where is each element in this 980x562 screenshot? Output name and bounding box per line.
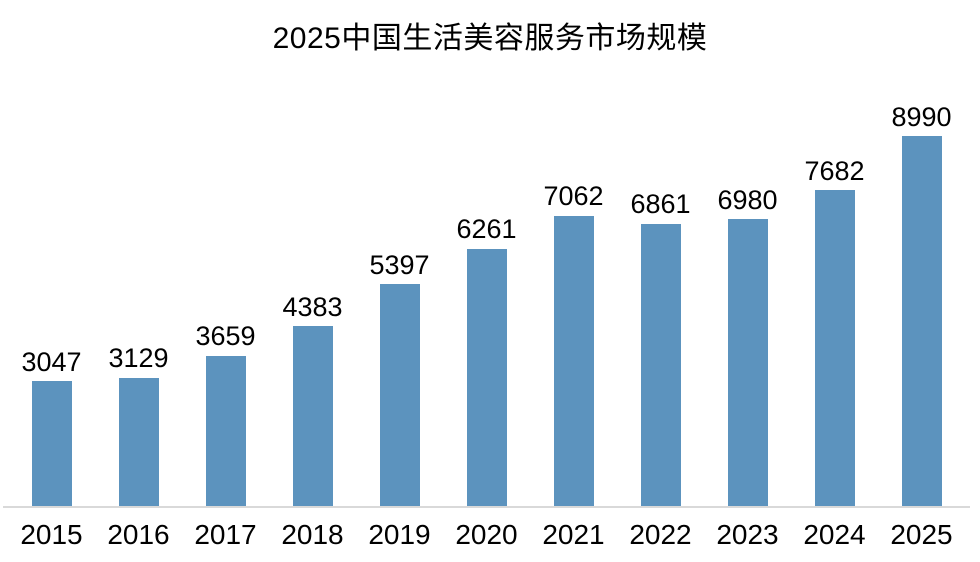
bar-2025: [901, 136, 942, 507]
bar-column-2024: 7682: [791, 155, 878, 507]
bar-column-2022: 6861: [617, 190, 704, 507]
bars-row: 3047 3129 3659 4383 5397 6261 7062 6861 6980 7682…: [8, 102, 965, 507]
x-axis-labels: 2015 2016 2017 2018 2019 2020 2021 2022 2023 2024…: [8, 519, 965, 551]
bar-value-label: 3047: [21, 346, 82, 377]
bar-2021: [553, 215, 594, 507]
bar-column-2025: 8990: [878, 101, 965, 507]
x-tick-label: 2021: [542, 519, 605, 550]
bar-column-2015: 3047: [8, 346, 95, 507]
bar-value-label: 3129: [108, 343, 169, 374]
x-tick-label: 2017: [194, 519, 257, 550]
bar-value-label: 6980: [717, 184, 778, 215]
bar-2020: [466, 248, 507, 507]
bar-column-2019: 5397: [356, 249, 443, 507]
bar-value-label: 5397: [369, 249, 430, 280]
bar-value-label: 7062: [543, 181, 604, 212]
bar-column-2017: 3659: [182, 322, 269, 507]
bar-column-2023: 6980: [704, 184, 791, 507]
bar-2024: [814, 190, 855, 507]
x-tick-label: 2016: [107, 519, 170, 550]
bar-column-2020: 6261: [443, 214, 530, 507]
bar-value-label: 7682: [804, 155, 865, 186]
x-tick-label: 2015: [20, 519, 83, 550]
x-tick-label: 2022: [629, 519, 692, 550]
x-tick-label: 2020: [455, 519, 518, 550]
x-tick-label: 2019: [368, 519, 431, 550]
bar-value-label: 6261: [456, 214, 517, 245]
bar-2015: [31, 381, 72, 507]
bar-value-label: 4383: [282, 291, 343, 322]
bar-value-label: 6861: [630, 189, 691, 220]
x-axis-line: [3, 506, 970, 508]
bar-column-2018: 4383: [269, 291, 356, 507]
bar-2019: [379, 284, 420, 507]
bar-2023: [727, 219, 768, 507]
bar-2022: [640, 224, 681, 507]
x-tick-label: 2024: [803, 519, 866, 550]
x-tick-label: 2025: [890, 519, 953, 550]
bar-2017: [205, 356, 246, 507]
x-tick-label: 2023: [716, 519, 779, 550]
bar-value-label: 3659: [195, 321, 256, 352]
bar-column-2021: 7062: [530, 181, 617, 507]
chart-title: 2025中国生活美容服务市场规模: [272, 22, 708, 55]
bar-2016: [118, 378, 159, 507]
x-tick-label: 2018: [281, 519, 344, 550]
bar-column-2016: 3129: [95, 344, 182, 507]
bar-value-label: 8990: [891, 101, 952, 132]
bar-2018: [292, 326, 333, 507]
